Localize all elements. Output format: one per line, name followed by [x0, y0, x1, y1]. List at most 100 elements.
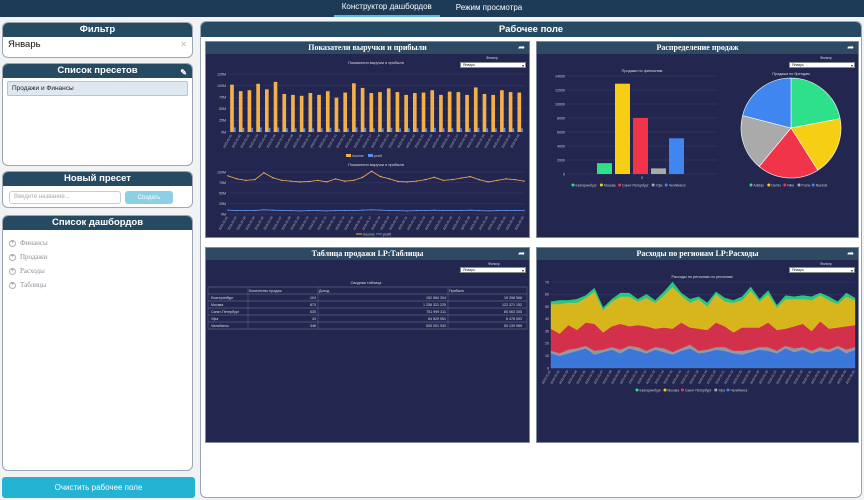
- table-cell: 80 063 305: [504, 310, 522, 314]
- x-tick-label: 2023-01-05: [257, 133, 268, 149]
- legend-label: Puma: [802, 183, 811, 187]
- x-tick-label: 2023-01-31: [801, 369, 812, 385]
- income-bar: [456, 92, 461, 132]
- income-point: [227, 175, 229, 177]
- filter-dropdown[interactable]: Январь: [789, 62, 855, 68]
- x-tick-label: 2023-02-05: [845, 369, 856, 385]
- income-bar: [369, 93, 374, 132]
- x-tick-label: 2023-01-01: [541, 369, 552, 385]
- filter-dropdown[interactable]: Январь: [460, 267, 526, 273]
- filter-dropdown[interactable]: Январь: [460, 62, 526, 68]
- profit-point: [415, 209, 418, 212]
- x-tick-label: 2023-01-04: [245, 215, 256, 231]
- clear-workspace-button[interactable]: Очистить рабочее поле: [2, 477, 195, 498]
- profit-bar: [468, 128, 471, 132]
- table-cell: 122 371 152: [502, 303, 522, 307]
- profit-point: [379, 209, 382, 211]
- x-tick-label: 2023-01-30: [475, 133, 486, 149]
- profit-point: [388, 209, 391, 212]
- dashboard-item-sales[interactable]: + Продажи: [3, 250, 192, 264]
- share-icon[interactable]: ➦: [847, 249, 854, 258]
- y-tick-label: 12000: [555, 88, 565, 92]
- profit-point: [325, 210, 328, 212]
- tab-dashboard-builder[interactable]: Конструктор дашбордов: [333, 0, 440, 17]
- profit-point: [227, 209, 229, 211]
- x-tick-label: 2023-01-20: [387, 133, 398, 149]
- y-tick-label: 60: [545, 293, 549, 297]
- profit-point: [281, 209, 283, 212]
- dashboard-item-expenses[interactable]: + Расходы: [3, 264, 192, 278]
- x-tick-label: 2023-01-08: [281, 215, 292, 231]
- preset-name-input[interactable]: Введите название...: [9, 191, 121, 204]
- legend-label: Санкт-Петербург: [685, 388, 712, 392]
- region-bar: [615, 83, 630, 174]
- x-tick-label: 2023-01-22: [405, 133, 416, 149]
- y-tick-label: 50M: [219, 191, 226, 195]
- income-point: [290, 180, 292, 182]
- x-tick-label: 2023-01-13: [325, 215, 336, 231]
- x-tick-label: 2023-01-06: [263, 215, 274, 231]
- clear-icon[interactable]: ✕: [180, 40, 187, 49]
- legend-swatch: [651, 183, 655, 187]
- x-tick-label: 2023-02-03: [827, 369, 838, 385]
- income-point: [236, 178, 238, 180]
- profit-bar: [233, 127, 236, 132]
- x-tick-label: 2023-01-24: [424, 215, 435, 231]
- profit-bar: [277, 127, 280, 132]
- pie-slice: [740, 115, 792, 167]
- x-tick-label: 2023-01-18: [688, 369, 699, 385]
- income-bar: [282, 93, 287, 132]
- x-tick-label: 2023-01-16: [353, 133, 364, 149]
- region-bar: [597, 163, 612, 174]
- share-icon[interactable]: ➦: [518, 249, 525, 258]
- profit-point: [406, 210, 409, 212]
- income-point: [254, 178, 256, 181]
- x-tick-label: 2023-01-06: [266, 133, 277, 149]
- profit-point: [334, 209, 337, 212]
- profit-point: [397, 209, 400, 212]
- profit-point: [316, 209, 319, 212]
- table-cell: 1 256 321 225: [423, 303, 446, 307]
- profit-point: [424, 209, 427, 212]
- pencil-icon[interactable]: ✎: [180, 68, 187, 77]
- x-tick-label: 2023-01-04: [567, 369, 578, 385]
- x-tick-label: 2023-01-29: [466, 133, 477, 149]
- preset-list-title-text: Список пресетов: [57, 65, 138, 76]
- profit-bar: [503, 127, 506, 132]
- income-point: [316, 179, 319, 182]
- legend-swatch: [714, 388, 718, 392]
- x-tick-label: 2023-01-05: [575, 369, 586, 385]
- income-point: [415, 180, 418, 182]
- x-tick-label: 2023-01-30: [793, 369, 804, 385]
- x-tick-label: 2023-01-22: [723, 369, 734, 385]
- filter-dropdown[interactable]: Январь: [789, 267, 855, 273]
- legend-label: Уфа: [718, 388, 725, 392]
- x-tick-label: 2023-01-10: [300, 133, 311, 149]
- profit-point: [308, 209, 310, 212]
- x-tick-label: 2023-01-11: [628, 369, 639, 384]
- income-point: [496, 179, 498, 182]
- profit-bar: [373, 128, 375, 132]
- table-header-cell: Доход: [319, 289, 330, 293]
- x-tick-label: 2023-01-05: [254, 215, 265, 231]
- filter-label: Фильтр: [820, 56, 832, 60]
- x-tick-label: 2023-01-15: [344, 133, 355, 149]
- tab-view-mode[interactable]: Режим просмотра: [455, 2, 523, 12]
- x-tick-label: 2023-02-02: [501, 133, 512, 149]
- share-icon[interactable]: ➦: [847, 43, 854, 52]
- x-tick-label: 2023-01-19: [379, 215, 390, 231]
- dashboard-item-finance[interactable]: + Финансы: [3, 236, 192, 250]
- preset-item[interactable]: Продажи и Финансы: [7, 81, 188, 96]
- dashboard-item-label: Расходы: [20, 267, 45, 275]
- x-tick-label: 2023-02-02: [505, 215, 516, 231]
- dashboard-item-tables[interactable]: + Таблицы: [3, 278, 192, 292]
- legend-label: Уфа: [656, 183, 663, 187]
- share-icon[interactable]: ➦: [518, 43, 525, 52]
- preset-list-panel: Список пресетов ✎ Продажи и Финансы: [2, 63, 193, 166]
- filter-select[interactable]: Январь ✕: [3, 37, 192, 52]
- dashboard-item-label: Продажи: [20, 253, 48, 261]
- create-preset-button[interactable]: Создать: [125, 191, 173, 204]
- profit-point: [442, 209, 444, 212]
- dashboard-list-title: Список дашбордов: [3, 216, 192, 230]
- x-tick-label: 2023-01-18: [370, 215, 381, 231]
